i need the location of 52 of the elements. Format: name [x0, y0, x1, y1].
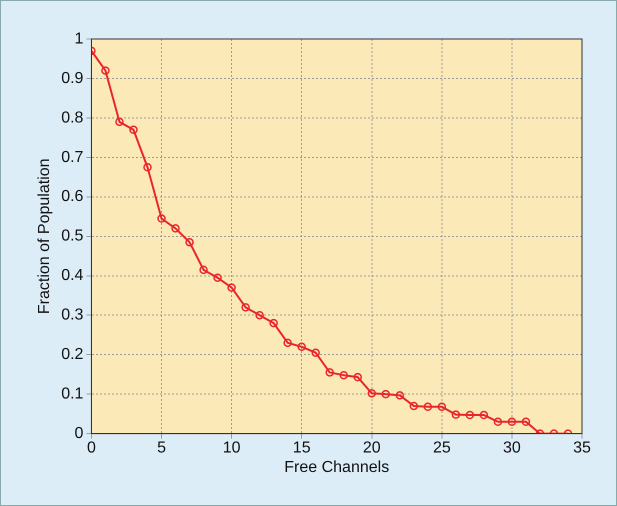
point: [466, 410, 474, 420]
point: [424, 402, 432, 412]
y-tick-label: 1: [74, 30, 84, 48]
point: [115, 118, 124, 126]
point: [129, 126, 138, 134]
point: [297, 342, 306, 352]
point: [452, 410, 460, 419]
point: [353, 372, 362, 382]
point: [255, 310, 264, 320]
point: [480, 410, 488, 420]
y-tick-label: 0.2: [61, 346, 84, 364]
point: [368, 389, 376, 398]
y-tick-label: 0: [74, 425, 84, 442]
point: [339, 370, 348, 380]
x-tick-label: 35: [573, 440, 591, 457]
point: [269, 318, 278, 328]
point: [241, 303, 250, 312]
point: [522, 418, 530, 426]
point: [325, 368, 334, 377]
point: [199, 266, 208, 274]
y-axis-title: Fraction of Population: [36, 158, 54, 314]
point: [101, 66, 110, 75]
x-tick-label: 25: [432, 440, 451, 457]
y-tick-label: 0.5: [61, 228, 84, 245]
x-tick-label: 5: [157, 440, 166, 457]
point: [311, 348, 320, 357]
point: [508, 418, 516, 426]
point: [157, 214, 166, 223]
y-tick-label: 0.1: [61, 386, 84, 403]
point: [213, 273, 222, 282]
point: [410, 402, 418, 410]
point: [396, 391, 404, 400]
y-tick-label: 0.8: [61, 109, 84, 126]
x-axis-title: Free Channels: [284, 458, 390, 476]
x-tick-label: 15: [292, 440, 311, 457]
point: [438, 402, 446, 412]
x-tick-label: 30: [503, 440, 521, 457]
point: [171, 224, 180, 233]
x-tick-label: 20: [362, 440, 381, 457]
y-tick-label: 0.3: [61, 306, 84, 324]
point: [494, 418, 502, 426]
point: [283, 338, 292, 348]
point: [143, 162, 152, 172]
x-tick-label: 0: [86, 440, 96, 457]
point: [227, 283, 236, 292]
y-tick-label: 0.6: [61, 188, 84, 206]
y-tick-label: 0.9: [61, 70, 84, 87]
x-tick-label: 10: [222, 440, 241, 457]
point: [382, 390, 390, 398]
y-tick-label: 0.4: [61, 267, 84, 284]
point: [185, 238, 194, 246]
y-tick-label: 0.7: [61, 148, 84, 166]
